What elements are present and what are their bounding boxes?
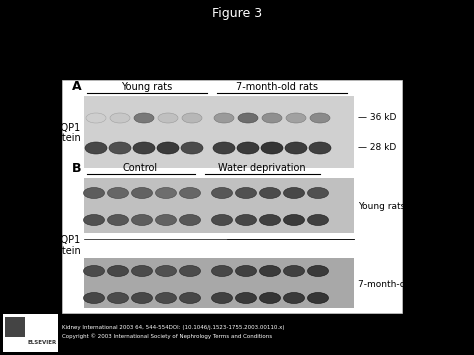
Text: 7-month-old rats: 7-month-old rats [358,280,434,289]
Ellipse shape [283,293,304,304]
Ellipse shape [180,214,201,225]
Ellipse shape [131,214,153,225]
Ellipse shape [259,214,281,225]
Ellipse shape [283,266,304,277]
Bar [84,178,354,233]
Ellipse shape [158,113,178,123]
Ellipse shape [283,187,304,198]
Ellipse shape [108,214,128,225]
Ellipse shape [83,266,104,277]
Ellipse shape [285,142,307,154]
Ellipse shape [182,113,202,123]
Ellipse shape [85,142,107,154]
Text: Kidney International 2003 64, 544-554DOI: (10.1046/j.1523-1755.2003.00110.x): Kidney International 2003 64, 544-554DOI… [62,326,284,331]
Text: Figure 3: Figure 3 [212,7,262,20]
Ellipse shape [236,187,256,198]
Ellipse shape [213,142,235,154]
Ellipse shape [283,214,304,225]
Ellipse shape [261,142,283,154]
Text: protein: protein [46,133,81,143]
Ellipse shape [108,266,128,277]
Text: Water deprivation: Water deprivation [218,163,306,173]
Ellipse shape [157,142,179,154]
Bar [84,258,354,308]
Ellipse shape [310,113,330,123]
Ellipse shape [180,266,201,277]
Ellipse shape [211,293,233,304]
Ellipse shape [308,214,328,225]
Ellipse shape [155,293,176,304]
Text: Copyright © 2003 International Society of Nephrology Terms and Conditions: Copyright © 2003 International Society o… [62,333,272,339]
Bar [62,80,402,313]
Text: A: A [72,81,82,93]
Ellipse shape [259,293,281,304]
Ellipse shape [214,113,234,123]
Ellipse shape [86,113,106,123]
Ellipse shape [110,113,130,123]
Text: ELSEVIER: ELSEVIER [28,340,57,345]
Bar [84,96,354,168]
Ellipse shape [155,266,176,277]
Text: Control: Control [122,163,157,173]
Ellipse shape [309,142,331,154]
Text: — 36 kD: — 36 kD [358,114,396,122]
Ellipse shape [134,113,154,123]
Ellipse shape [259,187,281,198]
Text: Young rats: Young rats [121,82,173,92]
Ellipse shape [211,266,233,277]
Ellipse shape [238,113,258,123]
Ellipse shape [131,293,153,304]
Ellipse shape [236,293,256,304]
Ellipse shape [131,266,153,277]
Ellipse shape [155,187,176,198]
Ellipse shape [236,266,256,277]
Ellipse shape [131,187,153,198]
Ellipse shape [133,142,155,154]
Ellipse shape [181,142,203,154]
Ellipse shape [180,187,201,198]
Text: B: B [72,162,82,175]
Ellipse shape [308,266,328,277]
Bar [5,317,25,337]
Ellipse shape [286,113,306,123]
Ellipse shape [180,293,201,304]
Ellipse shape [211,214,233,225]
Bar [3,314,58,352]
Ellipse shape [262,113,282,123]
Ellipse shape [83,214,104,225]
Text: — 28 kD: — 28 kD [358,143,396,153]
Text: AQP1: AQP1 [55,123,81,133]
Ellipse shape [211,187,233,198]
Ellipse shape [83,293,104,304]
Text: Young rats: Young rats [358,202,405,211]
Text: AQP1: AQP1 [55,235,81,246]
Ellipse shape [237,142,259,154]
Ellipse shape [83,187,104,198]
Ellipse shape [155,214,176,225]
Ellipse shape [236,214,256,225]
Ellipse shape [109,142,131,154]
Text: 7-month-old rats: 7-month-old rats [236,82,318,92]
Ellipse shape [308,293,328,304]
Ellipse shape [308,187,328,198]
Text: protein: protein [46,246,81,256]
Ellipse shape [108,187,128,198]
Ellipse shape [259,266,281,277]
Ellipse shape [108,293,128,304]
